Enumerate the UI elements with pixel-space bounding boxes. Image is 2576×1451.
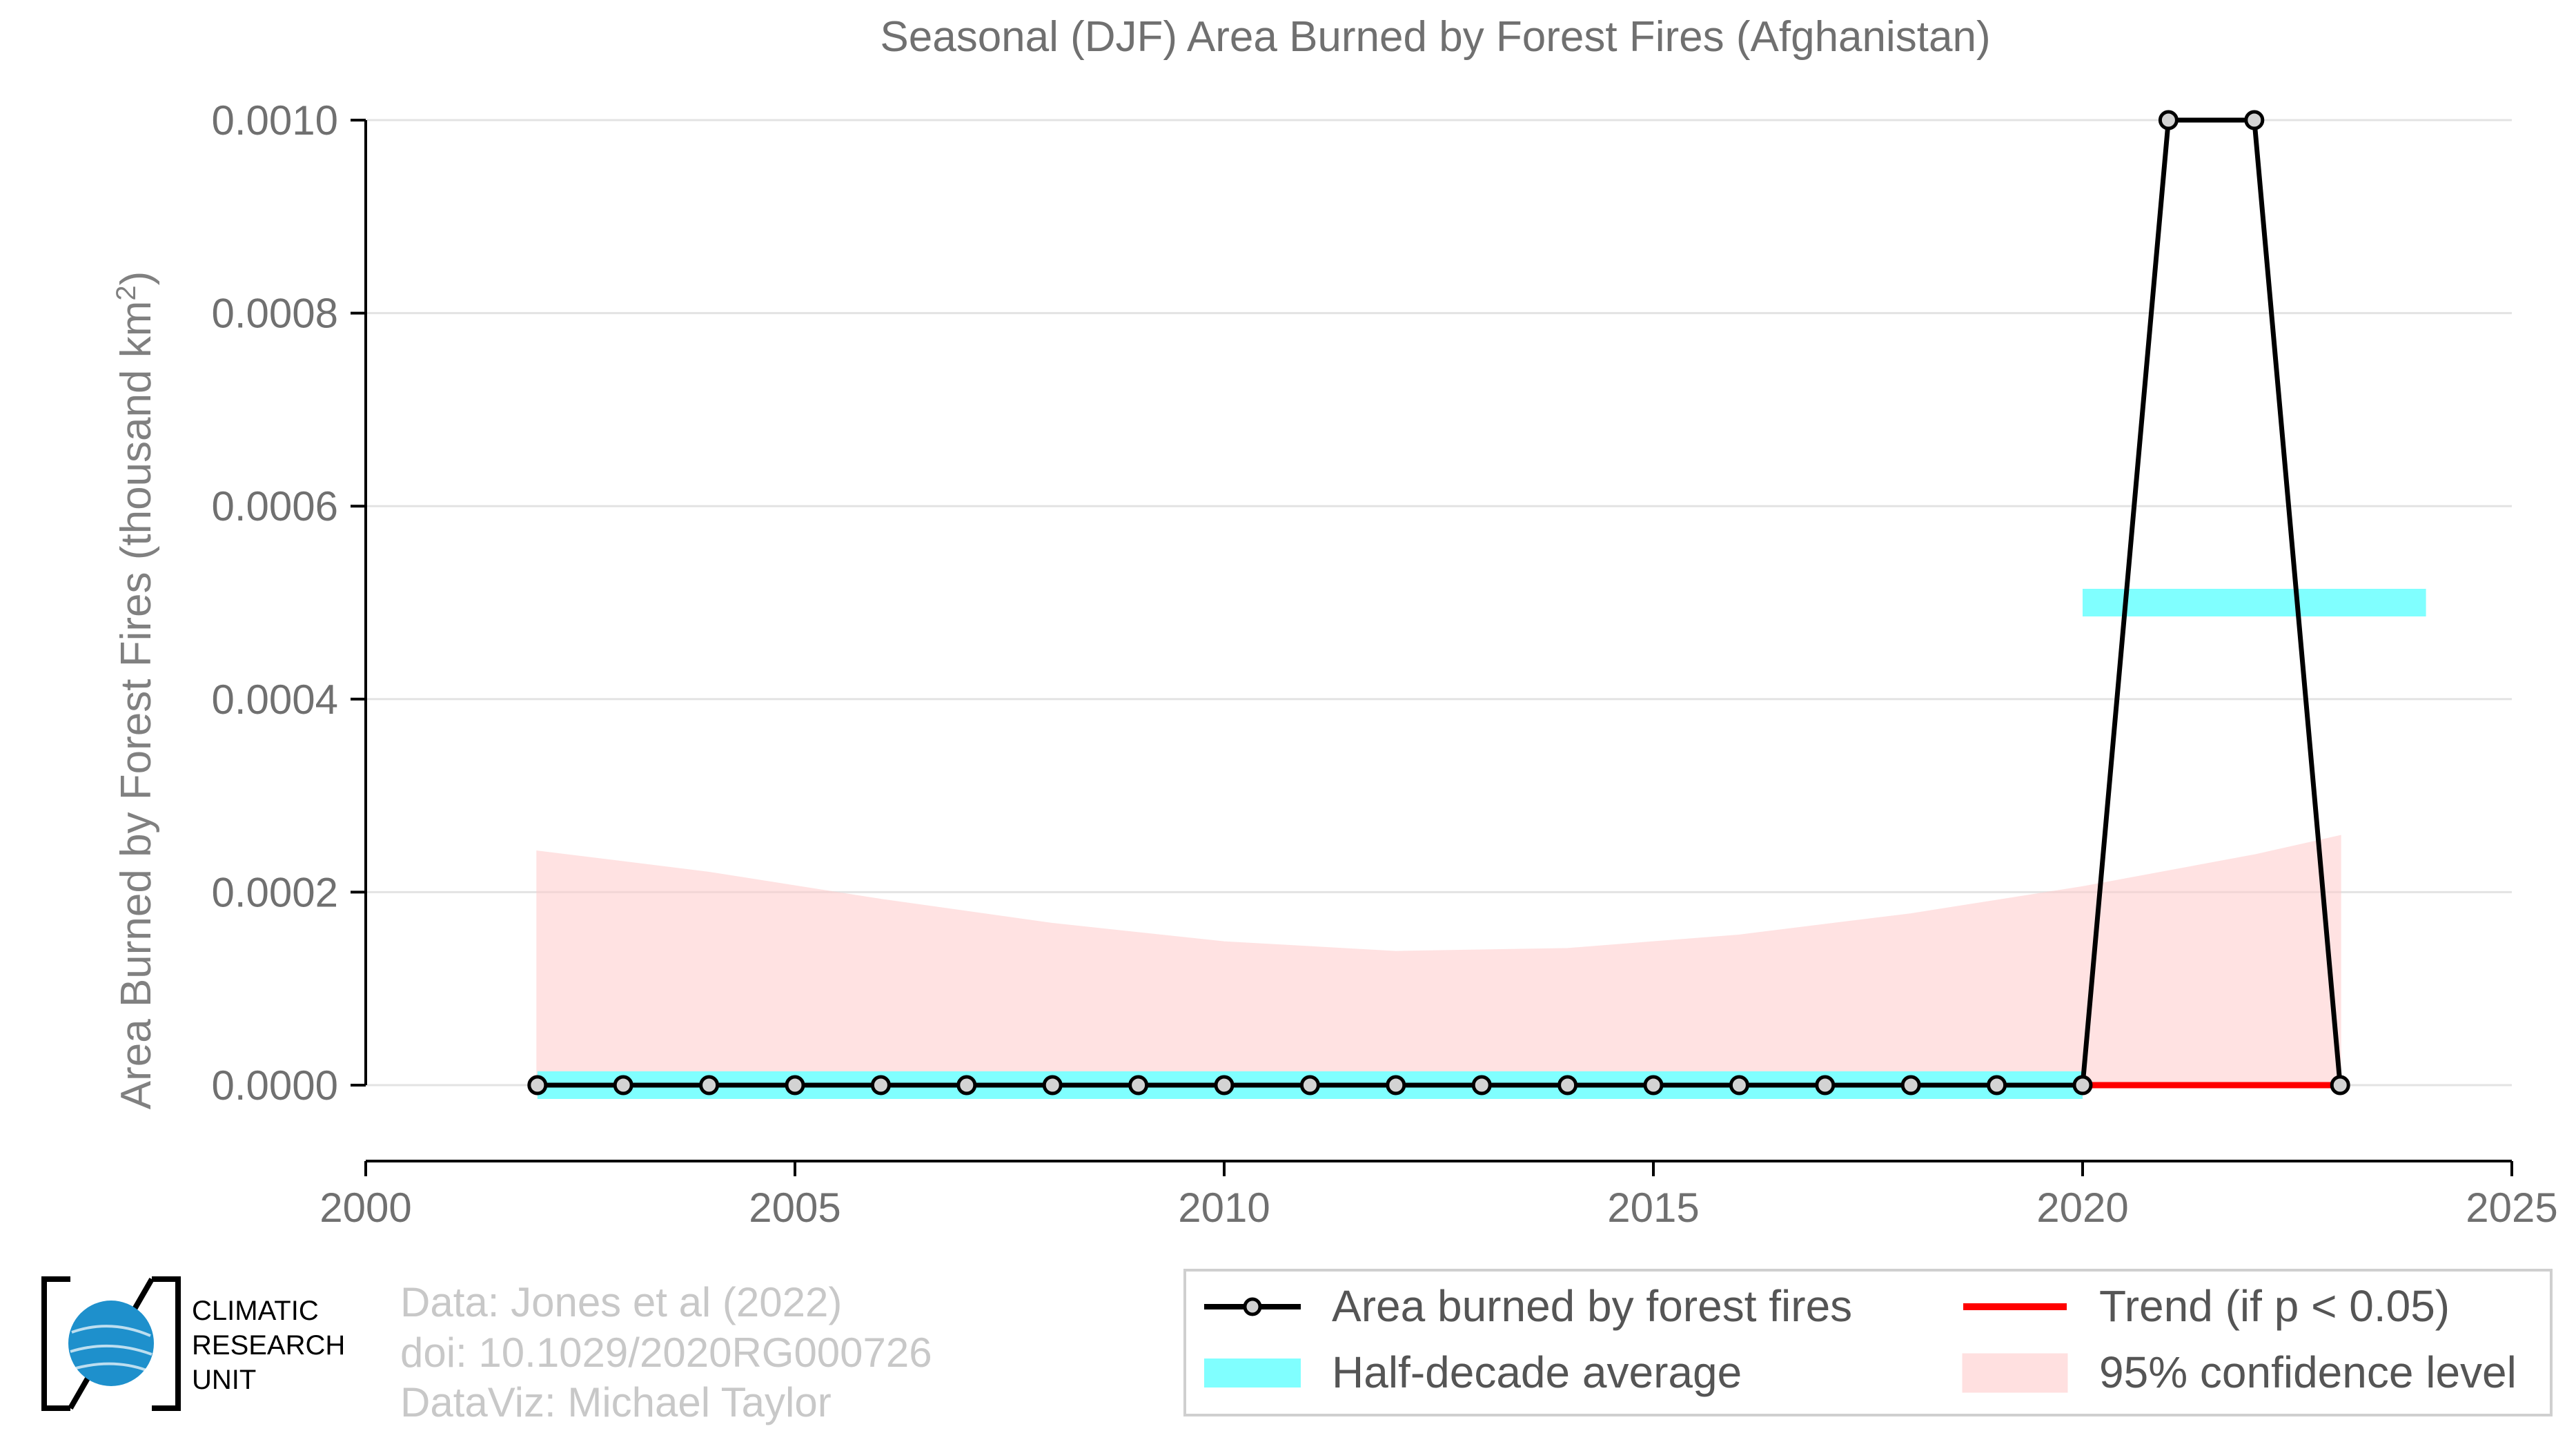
data-point [785,1075,805,1095]
data-point [1214,1075,1235,1095]
y-axis-label-text: Area Burned by Forest Fires (thousand km [112,301,160,1110]
confidence-band-layer [536,835,2341,1087]
x-tick-label: 2010 [1178,1185,1270,1231]
axes [351,119,2513,1176]
credit-line-1: Data: Jones et al (2022) [400,1279,842,1325]
data-point [956,1075,977,1095]
data-point [1128,1075,1149,1095]
legend-label-confidence: 95% confidence level [2099,1347,2517,1397]
data-point [1729,1075,1749,1095]
globe-icon [68,1301,154,1386]
data-point [2330,1075,2350,1095]
y-tick-label: 0.0008 [211,291,338,337]
data-point [1900,1075,1921,1095]
y-tick-label: 0.0000 [211,1062,338,1109]
y-tick-label: 0.0004 [211,676,338,723]
y-tick-label: 0.0002 [211,869,338,915]
cru-logo: CLIMATIC RESEARCH UNIT [41,1276,345,1411]
legend: Area burned by forest fires Half-decade … [1183,1269,2553,1416]
y-axis-label-superscript: 2 [111,285,141,300]
y-tick-label: 0.0010 [211,97,338,144]
y-tick-label: 0.0006 [211,483,338,529]
data-point [613,1075,633,1095]
data-point [1299,1075,1320,1095]
data-point [870,1075,891,1095]
area-burned-line [537,117,2343,1088]
legend-label-average: Half-decade average [1332,1347,1742,1397]
data-point [2158,110,2179,130]
data-point [1987,1075,2007,1095]
data-point [1643,1075,1664,1095]
data-point [699,1075,720,1095]
data-point [2244,110,2265,130]
x-tick-label: 2025 [2466,1185,2557,1231]
y-axis-label-end: ) [112,271,160,286]
half-decade-average-bar [2083,589,2426,616]
data-point [527,1075,548,1095]
legend-marker-swatch [1243,1297,1262,1316]
data-point [1557,1075,1578,1095]
tick-labels: 0.0000 0.0002 0.0004 0.0006 0.0008 0.0010 2000… [211,97,2557,1231]
data-point [1471,1075,1492,1095]
credit-line-3: DataViz: Michael Taylor [400,1379,832,1425]
legend-label-trend: Trend (if p < 0.05) [2099,1281,2450,1331]
data-point-markers [527,110,2350,1095]
chart-title: Seasonal (DJF) Area Burned by Forest Fir… [880,13,1990,61]
x-tick-label: 2005 [749,1185,840,1231]
data-point [1815,1075,1836,1095]
logo-line-3: UNIT [192,1365,256,1395]
data-point [1386,1075,1406,1095]
x-tick-label: 2015 [1607,1185,1699,1231]
x-tick-label: 2020 [2036,1185,2128,1231]
area-burned-series-layer [537,117,2343,1088]
x-tick-label: 2000 [319,1185,411,1231]
legend-average-swatch [1204,1359,1301,1387]
confidence-band [536,835,2341,1087]
data-point [1042,1075,1063,1095]
data-point [2072,1075,2093,1095]
legend-box [1183,1269,2553,1416]
legend-confidence-swatch [1962,1353,2068,1393]
logo-line-2: RESEARCH [192,1330,345,1361]
y-axis-label: Area Burned by Forest Fires (thousand km… [111,271,160,1110]
logo-line-1: CLIMATIC [192,1296,319,1326]
legend-label-series: Area burned by forest fires [1332,1281,1852,1331]
credit-line-2: doi: 10.1029/2020RG000726 [400,1330,932,1376]
